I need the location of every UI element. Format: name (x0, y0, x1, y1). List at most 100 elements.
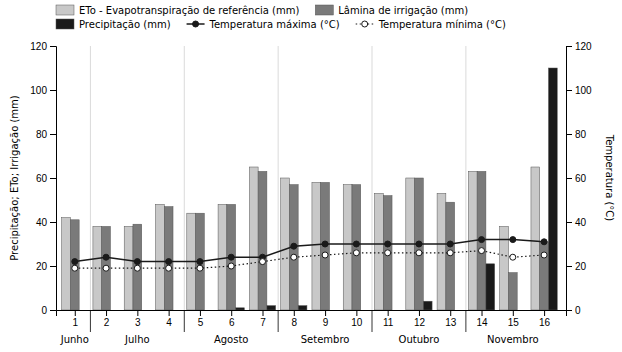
x-axis-tick-mark (325, 310, 326, 316)
month-label: Junho (60, 334, 89, 345)
bar (249, 167, 258, 310)
y2-axis: 020406080100120 (566, 41, 592, 316)
y2-axis-tick: 0 (566, 305, 581, 316)
line-series (72, 248, 547, 272)
bar (508, 273, 517, 310)
bar (236, 308, 245, 310)
bar (486, 264, 495, 310)
month-separator (465, 46, 466, 310)
x-axis-line (57, 311, 567, 317)
x-axis-tick: 15 (508, 310, 520, 328)
marker (72, 259, 78, 265)
legend-swatch (56, 5, 74, 15)
y2-axis-tick: 120 (566, 41, 592, 52)
x-axis-tick-label: 6 (229, 317, 235, 328)
x-axis-tick-label: 3 (135, 317, 141, 328)
marker (416, 241, 422, 247)
x-axis-tick-label: 10 (351, 317, 363, 328)
month-axis: JunhoJulhoAgostoSetembroOutubroNovembro (60, 310, 539, 345)
y-axis: 020406080100120 (30, 41, 56, 316)
bar (423, 301, 432, 310)
y-axis-tick-mark (50, 90, 56, 91)
legend-label: Temperatura mínima (°C) (378, 19, 506, 30)
y2-axis-tick-mark (566, 222, 572, 223)
month-label: Outubro (399, 334, 440, 345)
legend-item: ETo - Evapotranspiração de referência (m… (56, 5, 299, 16)
marker (134, 265, 140, 271)
x-axis-tick: 12 (414, 310, 426, 328)
y-axis-tick: 60 (36, 173, 56, 184)
bar (548, 68, 557, 310)
bar (79, 310, 88, 311)
x-axis-tick: 2 (104, 310, 110, 328)
y2-axis-line (567, 47, 573, 311)
month-boundary-tick (184, 310, 185, 332)
y2-axis-tick-mark (566, 178, 572, 179)
x-axis-tick-label: 14 (476, 317, 488, 328)
marker (103, 254, 109, 260)
marker (322, 252, 328, 258)
marker (197, 265, 203, 271)
y-axis-tick-label: 100 (30, 85, 47, 96)
bar (352, 185, 361, 310)
month-boundary-tick (465, 310, 466, 332)
y-axis-tick-mark (50, 310, 56, 311)
x-axis-tick-label: 13 (445, 317, 457, 328)
marker (447, 250, 453, 256)
marker (228, 263, 234, 269)
bar (477, 171, 486, 310)
y2-axis-tick-mark (566, 90, 572, 91)
y-axis-tick-mark (50, 46, 56, 47)
x-axis-tick-mark (169, 310, 170, 316)
marker (385, 241, 391, 247)
x-axis-tick-mark (419, 310, 420, 316)
x-axis-tick-label: 15 (508, 317, 520, 328)
marker (447, 241, 453, 247)
x-axis-tick-label: 12 (414, 317, 426, 328)
y-axis-tick: 120 (30, 41, 56, 52)
month-boundary-tick (90, 310, 91, 332)
legend-swatch (315, 5, 333, 15)
legend-marker (362, 21, 368, 27)
x-axis-tick-mark (482, 310, 483, 316)
y-axis-line (50, 47, 57, 311)
y2-axis-tick-label: 40 (575, 217, 587, 228)
y2-axis-tick-label: 100 (575, 85, 592, 96)
line (75, 251, 544, 269)
month-separator (90, 46, 91, 310)
x-axis-tick: 3 (135, 310, 141, 328)
x-axis-tick-mark (263, 310, 264, 316)
legend-item: Temperatura máxima (°C) (187, 19, 340, 30)
legend-marker (193, 21, 199, 27)
y-axis-tick-mark (50, 266, 56, 267)
legend-label: ETo - Evapotranspiração de referência (m… (79, 5, 299, 16)
y2-axis-tick-label: 60 (575, 173, 587, 184)
y-axis-tick: 0 (41, 305, 56, 316)
bar (312, 182, 321, 310)
x-axis-tick: 16 (539, 310, 551, 328)
marker (479, 237, 485, 243)
x-axis-tick-label: 7 (260, 317, 266, 328)
x-axis-tick: 4 (166, 310, 172, 328)
y-axis-tick-label: 0 (41, 305, 47, 316)
marker (72, 265, 78, 271)
bar (517, 310, 526, 311)
month-label: Setembro (301, 334, 350, 345)
y-axis-tick: 40 (36, 217, 56, 228)
bar (227, 204, 236, 310)
y-axis-tick: 80 (36, 129, 56, 140)
bar (455, 310, 464, 311)
bar (383, 196, 392, 310)
legend-label: Precipitação (mm) (79, 19, 171, 30)
marker (197, 259, 203, 265)
x-axis-tick-mark (356, 310, 357, 316)
x-axis-tick: 13 (445, 310, 457, 328)
line-series (72, 237, 547, 265)
legend-swatch (56, 19, 74, 29)
bar (196, 213, 205, 310)
month-separator (184, 46, 185, 310)
bar (142, 310, 151, 311)
marker (228, 254, 234, 260)
bar (155, 204, 164, 310)
bar (102, 226, 111, 310)
